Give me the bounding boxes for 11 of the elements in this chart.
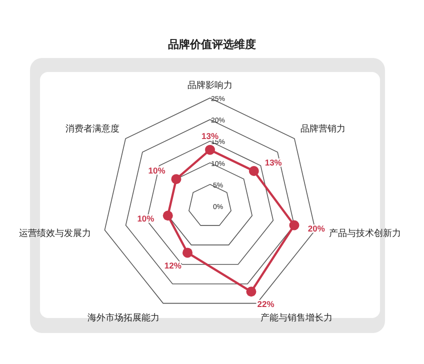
spoke-label: 品牌营销力 <box>300 124 346 134</box>
spoke-label: 消费者满意度 <box>65 124 120 134</box>
spoke-label: 产能与销售增长力 <box>260 312 332 323</box>
spoke-label: 海外市场拓展能力 <box>88 312 160 323</box>
spoke-label: 品牌影响力 <box>188 80 232 90</box>
data-label: 12% <box>164 260 182 270</box>
data-label: 13% <box>201 130 219 141</box>
spoke-label: 产品与技术创新力 <box>328 228 401 238</box>
spoke-label: 运营绩效与发展力 <box>19 228 92 238</box>
chart-title: 品牌价值评选维度 <box>168 38 256 51</box>
data-label: 22% <box>257 299 275 310</box>
